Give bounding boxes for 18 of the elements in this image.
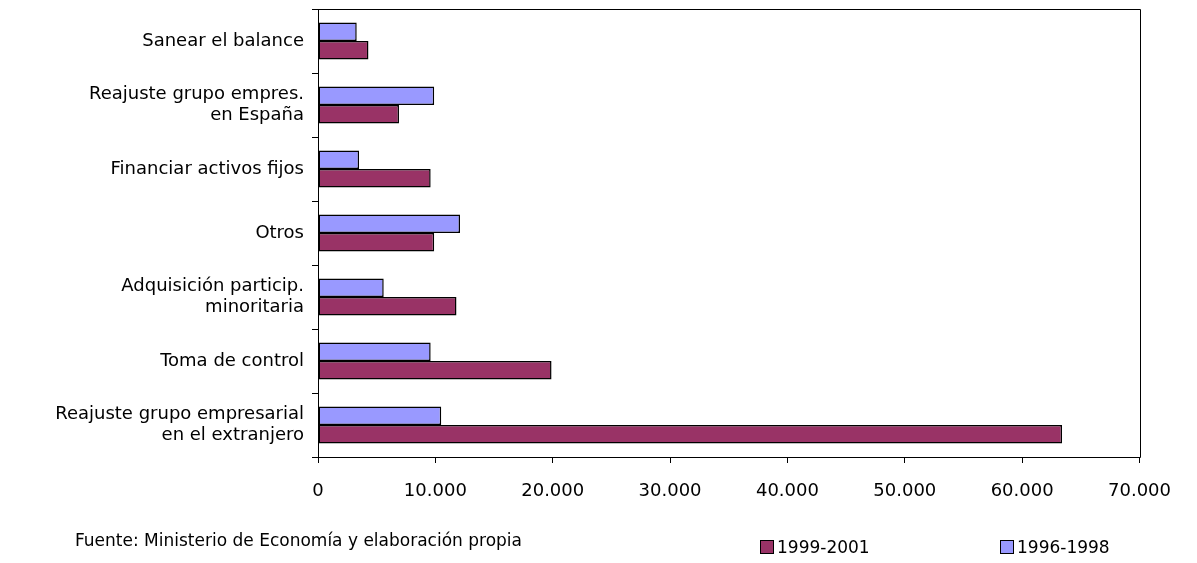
- x-tick-label: 60.000: [990, 479, 1054, 501]
- x-tick-label: 30.000: [638, 479, 702, 501]
- legend-label: 1999-2001: [777, 537, 870, 557]
- y-tick-label: Adquisición particip. minoritaria: [121, 274, 304, 317]
- x-tick-label: 70.000: [1108, 479, 1171, 501]
- x-tick-label: 10.000: [403, 479, 467, 501]
- x-tick-label: 20.000: [521, 479, 585, 501]
- x-tick-label: 40.000: [755, 479, 819, 501]
- x-tick-label: 50.000: [873, 479, 937, 501]
- y-tick-label: Financiar activos fijos: [110, 156, 304, 178]
- y-tick-label: Sanear el balance: [142, 28, 304, 50]
- legend-label: 1996-1998: [1017, 537, 1110, 557]
- x-tick-label: 0: [312, 479, 324, 501]
- y-tick-label: Otros: [255, 220, 304, 242]
- y-tick-label: Reajuste grupo empres. en España: [88, 82, 304, 125]
- y-tick-label: Toma de control: [159, 348, 304, 370]
- y-tick-label: Reajuste grupo empresarial en el extranjero: [55, 402, 304, 445]
- source-note: Fuente: Ministerio de Economía y elaboración propia: [75, 530, 522, 550]
